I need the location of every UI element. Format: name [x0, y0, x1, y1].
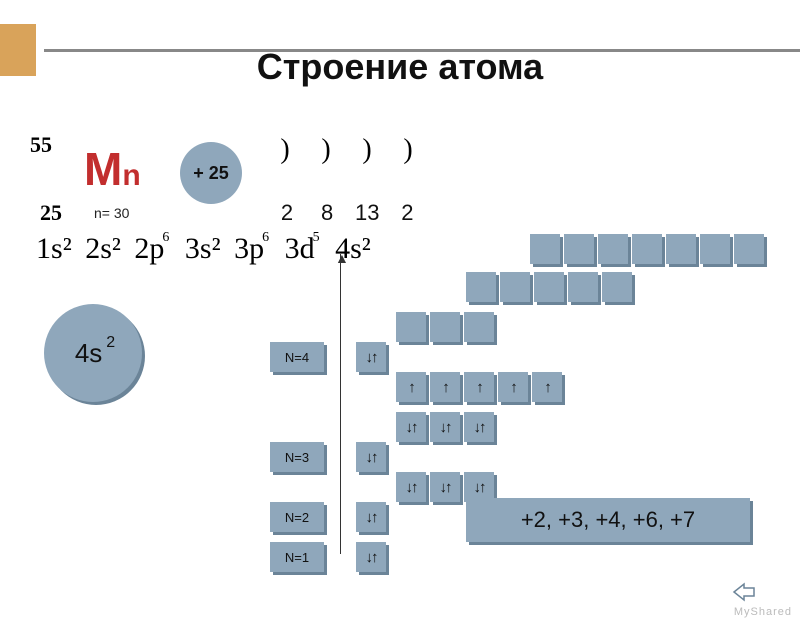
orbital-box: ↓↑: [356, 542, 386, 572]
orbital-row: ↓↑↓↑↓↑: [396, 412, 494, 442]
orbital-box: [568, 272, 598, 302]
orbital-row: ↓↑: [356, 542, 386, 572]
energy-axis-arrow-icon: ▲: [335, 250, 349, 266]
orbital-box: ↑: [396, 372, 426, 402]
orbital-box: ↑: [464, 372, 494, 402]
mass-number: 55: [30, 132, 52, 158]
orbital-box: [598, 234, 628, 264]
orbital-box: [734, 234, 764, 264]
orbital-box: [396, 312, 426, 342]
page-title: Строение атома: [0, 46, 800, 88]
orbital-box: [530, 234, 560, 264]
orbital-box: ↑: [430, 372, 460, 402]
nucleus-circle: + 25: [180, 142, 242, 204]
level-label: N=4: [270, 342, 324, 372]
level-label: N=2: [270, 502, 324, 532]
back-icon[interactable]: [732, 582, 756, 602]
orbital-box: [632, 234, 662, 264]
orbital-row: ↑↑↑↑↑: [396, 372, 562, 402]
orbital-box: [464, 312, 494, 342]
level-label: N=1: [270, 542, 324, 572]
orbital-box: [666, 234, 696, 264]
orbital-row: ↓↑: [356, 342, 386, 372]
orbital-box: [500, 272, 530, 302]
orbital-box: [564, 234, 594, 264]
oxidation-states: +2, +3, +4, +6, +7: [466, 498, 750, 542]
watermark: MyShared: [734, 606, 792, 618]
orbital-box: ↓↑: [396, 412, 426, 442]
orbital-row: ↓↑: [356, 502, 386, 532]
orbital-box: [602, 272, 632, 302]
element-symbol: Mn: [84, 142, 141, 196]
orbital-box: ↓↑: [356, 442, 386, 472]
orbital-row: [530, 234, 764, 264]
atomic-number: 25: [40, 200, 62, 226]
level-label: N=3: [270, 442, 324, 472]
orbital-box: ↓↑: [356, 342, 386, 372]
orbital-box: ↓↑: [430, 412, 460, 442]
shell-counts: 2 8 13 2: [270, 200, 424, 226]
shell-parentheses: ) ) ) ): [268, 134, 425, 166]
orbital-box: [466, 272, 496, 302]
electron-config: 1s² 2s² 2p6 3s² 3p6 3d5 4s²: [36, 232, 377, 266]
orbital-box: ↓↑: [430, 472, 460, 502]
orbital-box: [700, 234, 730, 264]
symbol-sub: n: [122, 159, 140, 192]
energy-axis: [340, 254, 341, 554]
orbital-box: ↑: [498, 372, 528, 402]
symbol-main: M: [84, 143, 122, 195]
orbital-box: ↓↑: [464, 412, 494, 442]
orbital-box: [430, 312, 460, 342]
orbital-box: [534, 272, 564, 302]
valence-circle: 4s 2: [44, 304, 142, 402]
orbital-box: ↓↑: [396, 472, 426, 502]
neutrons-label: n= 30: [94, 205, 129, 221]
orbital-row: [396, 312, 494, 342]
orbital-row: ↓↑: [356, 442, 386, 472]
orbital-box: ↓↑: [356, 502, 386, 532]
orbital-box: ↑: [532, 372, 562, 402]
orbital-row: [466, 272, 632, 302]
